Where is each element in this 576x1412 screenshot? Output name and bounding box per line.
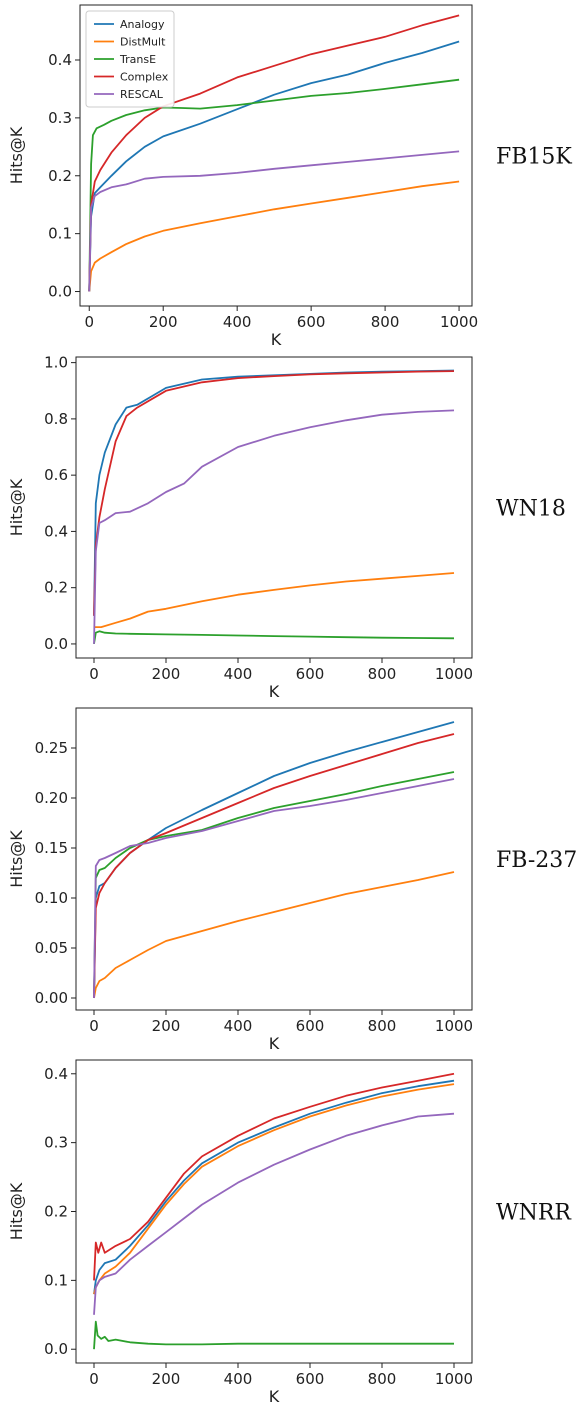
y-tick-label: 1.0 [44, 354, 68, 372]
y-tick-label: 0.8 [44, 410, 68, 428]
y-tick-label: 0.4 [48, 51, 72, 69]
x-tick-label: 400 [224, 665, 253, 683]
chart-panel-3: 0 200 400 600 800 1000 0.00 0.05 0.10 0.15 0.20 0.2… [7, 707, 576, 1053]
legend-entry-complex: Complex [120, 71, 169, 84]
series-line-distmult [93, 871, 455, 999]
y-tick-label: 0.0 [48, 283, 72, 301]
x-tick-label: 0 [89, 665, 99, 683]
series-line-analogy [93, 721, 455, 999]
series-line-rescal [88, 150, 460, 292]
y-tick-label: 0.2 [44, 579, 68, 597]
dataset-label: WNRR [496, 1201, 572, 1226]
x-axis-label: K [269, 682, 280, 701]
x-tick-label: 800 [368, 665, 397, 683]
x-tick-label: 400 [223, 313, 252, 331]
legend-entry-transe: TransE [119, 53, 156, 66]
y-tick-label: 0.25 [35, 739, 68, 757]
x-tick-label: 400 [224, 1370, 253, 1388]
chart-panel-2: 0 200 400 600 800 1000 0.0 0.2 0.4 0.6 0.8 1.0 K Hits… [7, 354, 566, 701]
plot-frame [75, 707, 473, 1011]
x-tick-label: 400 [224, 1017, 253, 1035]
x-tick-label: 200 [152, 665, 181, 683]
series-line-transe [93, 630, 455, 645]
series-line-rescal [93, 1112, 455, 1315]
y-tick-label: 0.20 [35, 789, 68, 807]
y-tick-label: 0.0 [44, 635, 68, 653]
series-line-analogy [93, 1079, 455, 1295]
x-tick-label: 600 [296, 1017, 325, 1035]
y-tick-label: 0.4 [44, 1065, 68, 1083]
y-tick-label: 0.2 [48, 167, 72, 185]
series-line-complex [93, 733, 455, 999]
y-tick-label: 0.3 [48, 109, 72, 127]
x-tick-label: 1000 [435, 665, 473, 683]
x-tick-label: 600 [297, 313, 326, 331]
legend-entry-analogy: Analogy [120, 18, 165, 31]
y-tick-label: 0.05 [35, 939, 68, 957]
y-axis-label: Hits@K [7, 126, 26, 184]
plot-frame [75, 1059, 473, 1364]
x-axis-label: K [269, 1387, 280, 1406]
series-line-complex [93, 370, 455, 616]
x-tick-label: 800 [371, 313, 400, 331]
y-tick-label: 0.3 [44, 1134, 68, 1152]
x-tick-label: 800 [368, 1370, 397, 1388]
x-tick-label: 200 [152, 1017, 181, 1035]
dataset-label: FB-237 [496, 848, 576, 873]
chart-panel-1: 0 200 400 600 800 1000 0.0 0.1 0.2 0.3 0.4 K Hits@K F… [7, 4, 572, 349]
legend: Analogy DistMult TransE Complex RESCAL [85, 10, 175, 108]
y-tick-label: 0.10 [35, 889, 68, 907]
series-line-analogy [88, 40, 460, 292]
chart-panel-4: 0 200 400 600 800 1000 0.0 0.1 0.2 0.3 0.4 K Hits@K W… [7, 1059, 572, 1406]
y-axis-label: Hits@K [7, 478, 26, 536]
x-tick-label: 600 [296, 665, 325, 683]
series-line-transe [88, 78, 460, 292]
y-tick-label: 0.1 [44, 1271, 68, 1289]
x-tick-label: 200 [152, 1370, 181, 1388]
y-tick-label: 0.1 [48, 225, 72, 243]
y-tick-label: 0.6 [44, 466, 68, 484]
series-line-analogy [93, 369, 455, 616]
x-tick-label: 600 [296, 1370, 325, 1388]
dataset-label: WN18 [496, 497, 566, 522]
dataset-label: FB15K [496, 145, 572, 170]
series-line-rescal [93, 778, 455, 999]
series-line-transe [93, 771, 455, 999]
y-axis-label: Hits@K [7, 1182, 26, 1240]
series-line-distmult [88, 180, 460, 292]
y-axis-label: Hits@K [7, 830, 26, 888]
plot-frame [75, 356, 473, 659]
series-line-distmult [93, 1083, 455, 1295]
x-tick-label: 0 [84, 313, 94, 331]
y-tick-label: 0.0 [44, 1340, 68, 1358]
y-tick-label: 0.00 [35, 989, 68, 1007]
series-line-rescal [93, 409, 455, 644]
y-tick-label: 0.4 [44, 522, 68, 540]
x-tick-label: 1000 [440, 313, 478, 331]
x-axis-label: K [271, 330, 282, 349]
series-line-distmult [94, 572, 455, 628]
x-tick-label: 1000 [435, 1017, 473, 1035]
y-tick-label: 0.15 [35, 839, 68, 857]
x-tick-label: 0 [89, 1017, 99, 1035]
x-axis-label: K [269, 1034, 280, 1053]
series-line-complex [88, 14, 460, 292]
series-line-transe [93, 1320, 454, 1350]
legend-entry-rescal: RESCAL [120, 88, 164, 101]
x-tick-label: 0 [89, 1370, 99, 1388]
x-tick-label: 1000 [435, 1370, 473, 1388]
series-line-complex [93, 1072, 455, 1281]
x-tick-label: 200 [149, 313, 178, 331]
y-tick-label: 0.2 [44, 1203, 68, 1221]
legend-entry-distmult: DistMult [120, 36, 166, 49]
plot-frame [79, 4, 473, 307]
x-tick-label: 800 [368, 1017, 397, 1035]
